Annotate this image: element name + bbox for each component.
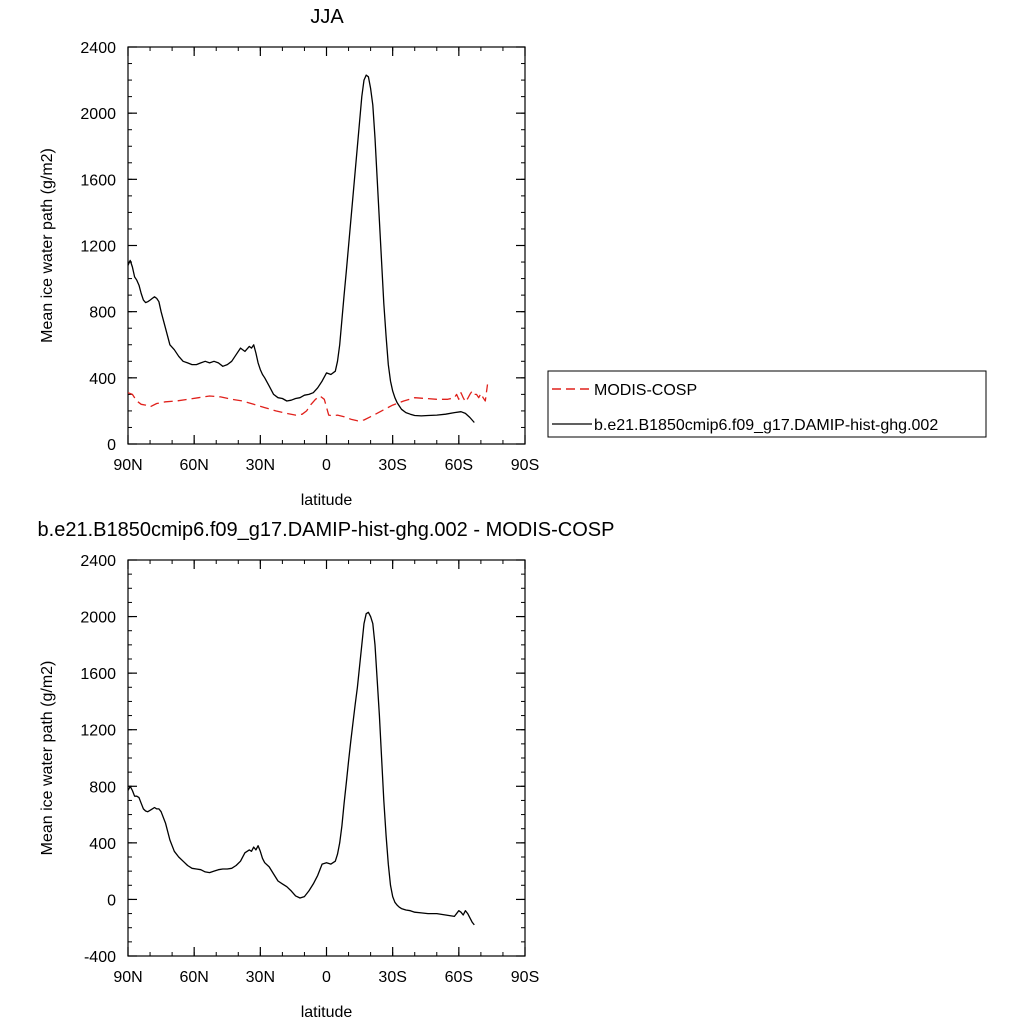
y-tick-label: 1600 — [80, 666, 116, 683]
series-line-modis-cosp — [127, 384, 489, 422]
x-tick-label: 60S — [445, 457, 473, 474]
y-tick-label: 800 — [89, 305, 116, 322]
plot-frame — [127, 46, 526, 445]
x-tick-label: 30S — [378, 457, 406, 474]
y-tick-label: 1200 — [80, 723, 116, 740]
x-tick-label: 0 — [322, 457, 331, 474]
y-tick-label: 400 — [89, 836, 116, 853]
legend-label-modis: MODIS-COSP — [594, 382, 697, 399]
x-tick-label: 60N — [179, 457, 208, 474]
legend-label-model: b.e21.B1850cmip6.f09_g17.DAMIP-hist-ghg.… — [594, 417, 938, 434]
x-tick-label: 0 — [322, 969, 331, 986]
y-tick-label: 0 — [107, 892, 116, 909]
y-tick-label: 2000 — [80, 610, 116, 627]
chart-difference: b.e21.B1850cmip6.f09_g17.DAMIP-hist-ghg.… — [38, 519, 615, 1021]
chart-jja: JJA 90N 60N 30N 0 30S 60S 90S 0 400 800 1200 1600 20… — [39, 6, 539, 509]
x-tick-label: 60S — [445, 969, 473, 986]
legend: MODIS-COSP b.e21.B1850cmip6.f09_g17.DAMI… — [547, 370, 987, 438]
x-tick-label: 30S — [378, 969, 406, 986]
y-tick-label: -400 — [84, 949, 116, 966]
plot-frame — [127, 559, 526, 957]
x-tick-label: 90S — [511, 969, 539, 986]
x-tick-label: 90N — [113, 457, 142, 474]
y-tick-label: 800 — [89, 779, 116, 796]
y-tick-label: 0 — [107, 437, 116, 454]
x-tick-label: 90N — [113, 969, 142, 986]
y-tick-label: 400 — [89, 371, 116, 388]
legend-box — [547, 370, 987, 438]
chart-title: b.e21.B1850cmip6.f09_g17.DAMIP-hist-ghg.… — [38, 519, 615, 541]
y-axis-label: Mean ice water path (g/m2) — [39, 148, 56, 343]
x-tick-label: 30N — [246, 969, 275, 986]
y-axis-label: Mean ice water path (g/m2) — [39, 661, 56, 856]
y-tick-label: 2000 — [80, 106, 116, 123]
series-line-model — [127, 74, 475, 423]
y-tick-label: 2400 — [80, 553, 116, 570]
x-tick-label: 90S — [511, 457, 539, 474]
series-line-model — [127, 611, 475, 926]
chart-title: JJA — [310, 6, 344, 28]
x-axis-label: latitude — [301, 492, 353, 509]
x-tick-label: 60N — [179, 969, 208, 986]
y-tick-label: 2400 — [80, 40, 116, 57]
y-tick-label: 1200 — [80, 239, 116, 256]
x-tick-label: 30N — [246, 457, 275, 474]
x-axis-label: latitude — [301, 1004, 353, 1021]
y-tick-label: 1600 — [80, 172, 116, 189]
